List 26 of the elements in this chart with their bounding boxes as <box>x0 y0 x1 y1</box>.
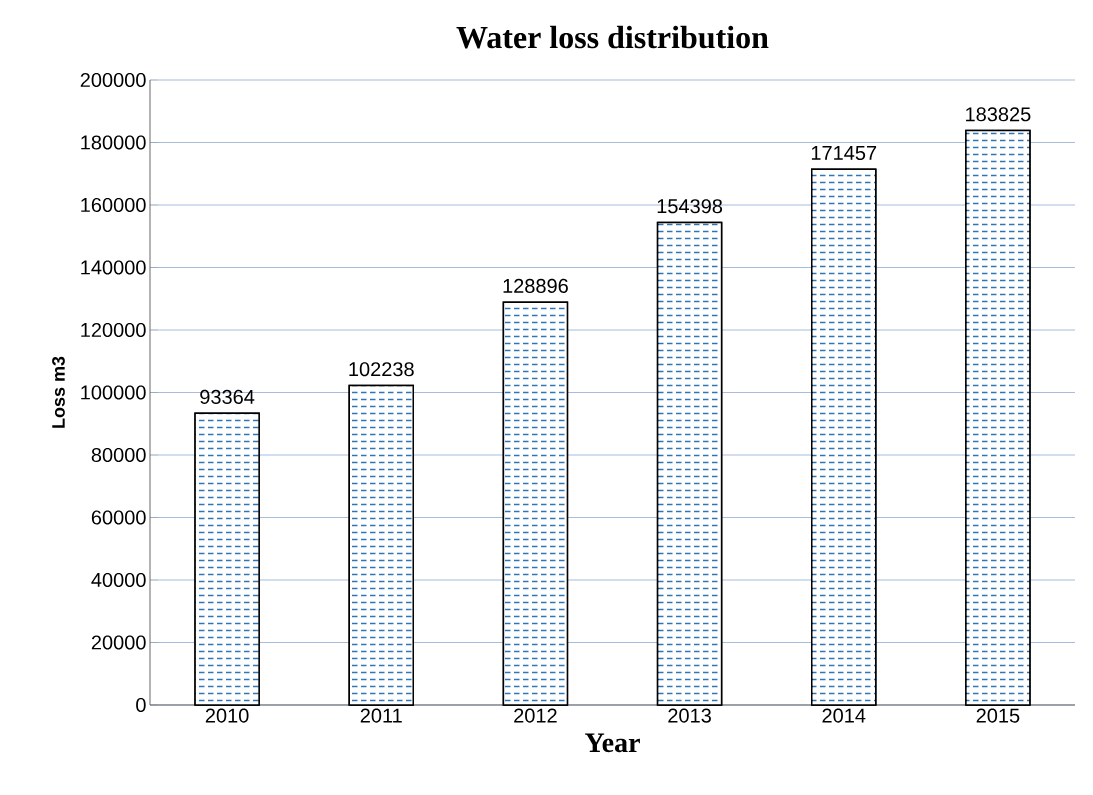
x-tick-label: 2012 <box>514 708 557 723</box>
data-label: 102238 <box>349 362 414 377</box>
y-tick-label: 0 <box>136 697 146 713</box>
data-label: 171457 <box>811 146 877 160</box>
x-tick-label: 2013 <box>668 708 711 723</box>
y-tick-label: 40000 <box>91 572 146 588</box>
x-tick-label: 2014 <box>822 708 866 723</box>
x-axis-title: Year <box>585 733 640 753</box>
y-tick-label: 200000 <box>80 72 146 88</box>
data-label: 93364 <box>200 389 255 405</box>
y-tick-label: 120000 <box>81 322 146 338</box>
y-tick-label: 140000 <box>81 260 146 275</box>
data-label: 183825 <box>966 107 1031 122</box>
y-tick-label: 80000 <box>91 447 146 463</box>
x-tick-label: 2015 <box>976 708 1020 723</box>
y-tick-label: 160000 <box>81 197 146 213</box>
data-label: 154398 <box>657 199 723 214</box>
y-tick-label: 100000 <box>81 385 146 400</box>
y-tick-label: 20000 <box>91 635 146 650</box>
chart-title: Water loss distribution <box>456 25 769 49</box>
y-tick-label: 60000 <box>91 510 146 525</box>
x-tick-label: 2010 <box>205 708 249 723</box>
data-label: 128896 <box>503 278 568 293</box>
y-tick-label: 180000 <box>81 135 146 150</box>
x-tick-label: 2011 <box>360 708 402 723</box>
y-axis-title: Loss m3 <box>52 356 65 428</box>
